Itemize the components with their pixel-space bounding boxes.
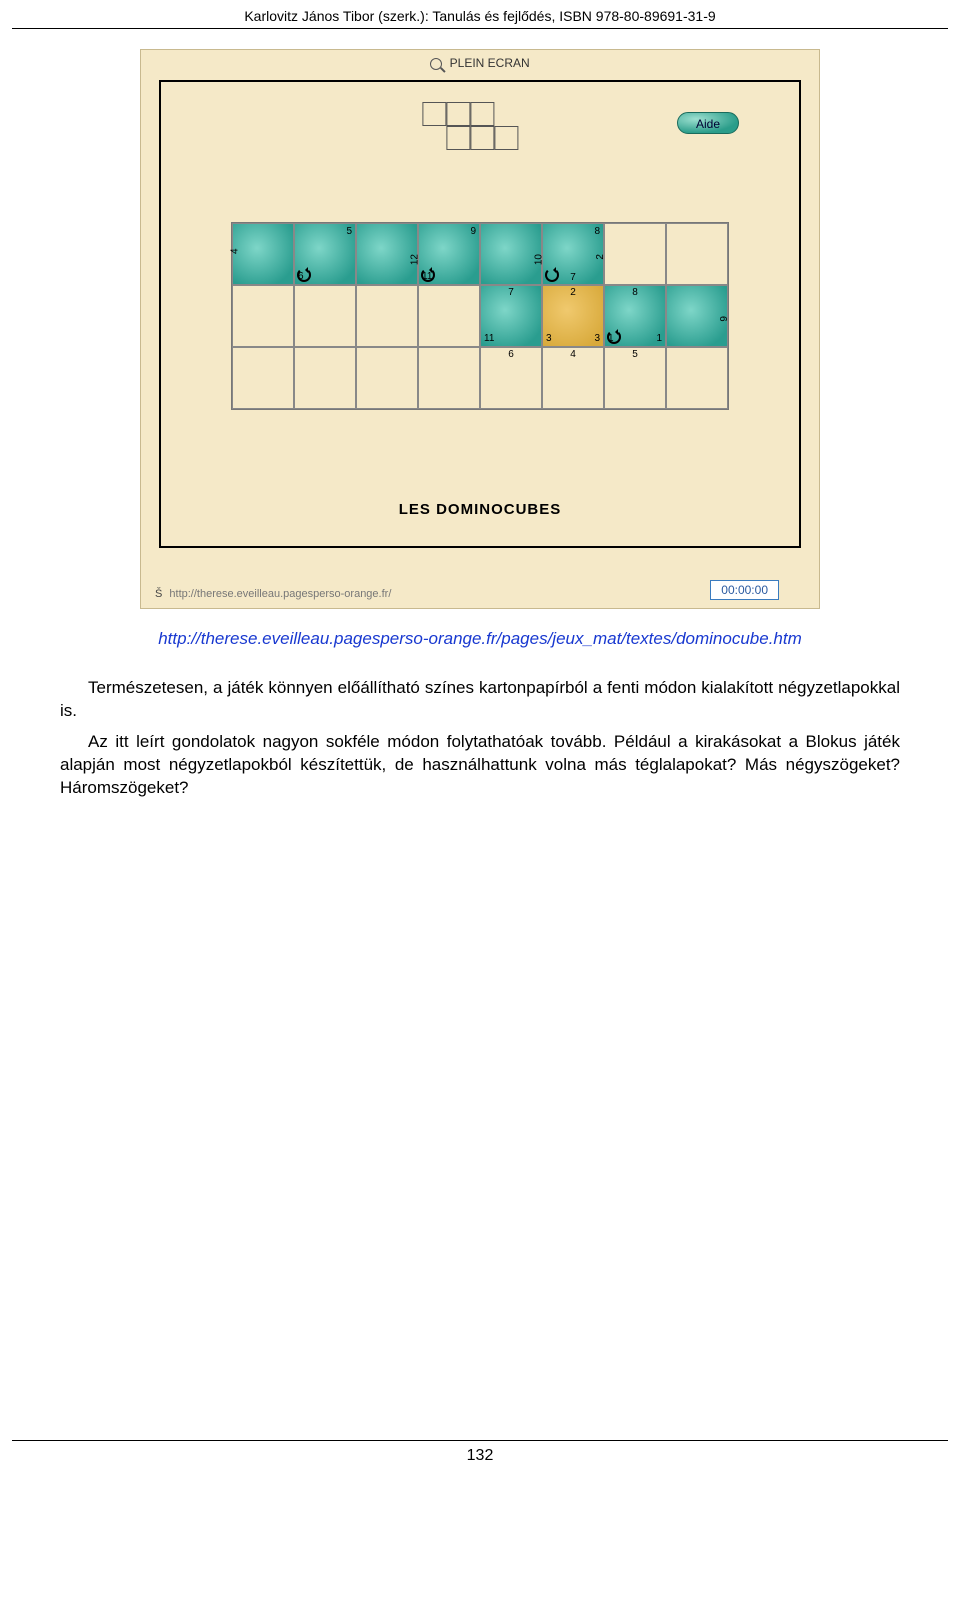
page-number: 132 xyxy=(467,1447,494,1464)
footer-url: http://therese.eveilleau.pagesperso-oran… xyxy=(169,588,391,600)
running-header: Karlovitz János Tibor (szerk.): Tanulás … xyxy=(12,0,948,29)
figure-footer: Š http://therese.eveilleau.pagesperso-or… xyxy=(155,588,391,600)
grid-cell: 7 11 xyxy=(480,285,542,347)
main-grid: 4 561291110 8 7 2 7 112 3 3 8 11 9 6 4 5 xyxy=(231,222,729,410)
grid-cell xyxy=(666,223,728,285)
grid-cell: 56 xyxy=(294,223,356,285)
cell-label: 9 xyxy=(720,316,731,322)
cell-label: 7 xyxy=(508,287,514,298)
grid-cell xyxy=(294,285,356,347)
sg-cell xyxy=(446,126,470,150)
cell-label: 6 xyxy=(508,349,514,360)
aide-button[interactable]: Aide xyxy=(677,112,739,134)
grid-cell: 872 xyxy=(542,223,604,285)
rotate-icon xyxy=(297,268,311,282)
rotate-icon xyxy=(607,330,621,344)
figure-caption-url: http://therese.eveilleau.pagesperso-oran… xyxy=(60,629,900,649)
paragraph: Az itt leírt gondolatok nagyon sokféle m… xyxy=(60,731,900,800)
sg-cell xyxy=(422,102,446,126)
grid-cell xyxy=(356,285,418,347)
board: Aide 4 561291110 8 7 2 7 112 3 3 8 11 9 6 4 5 LES DOMI… xyxy=(159,80,801,548)
grid-cell xyxy=(418,347,480,409)
paragraph: Természetesen, a játék könnyen előállíth… xyxy=(60,677,900,723)
grid-cell: 5 xyxy=(604,347,666,409)
cell-label: 3 xyxy=(546,333,552,344)
cell-label: 11 xyxy=(484,333,494,344)
cell-label: 8 xyxy=(594,226,600,237)
cell-label: 1 xyxy=(656,333,662,344)
grid-cell: 4 xyxy=(542,347,604,409)
topbar-label: PLEIN ECRAN xyxy=(450,56,530,70)
caron-icon: Š xyxy=(155,588,162,600)
small-grid xyxy=(422,102,518,150)
cell-label: 2 xyxy=(570,287,576,298)
grid-cell: 12 xyxy=(356,223,418,285)
figure: PLEIN ECRAN Aide xyxy=(140,49,820,609)
grid-cell xyxy=(666,347,728,409)
rotate-icon xyxy=(545,268,559,282)
figure-title: LES DOMINOCUBES xyxy=(161,501,799,518)
grid-cell xyxy=(356,347,418,409)
figure-wrap: PLEIN ECRAN Aide xyxy=(60,49,900,609)
cell-label: 7 xyxy=(570,272,576,283)
content-area: PLEIN ECRAN Aide xyxy=(0,29,960,800)
rotate-icon xyxy=(421,268,435,282)
timer-display: 00:00:00 xyxy=(710,580,779,600)
grid-cell xyxy=(232,285,294,347)
cell-label: 5 xyxy=(632,349,638,360)
sg-cell xyxy=(470,126,494,150)
aide-label: Aide xyxy=(696,117,720,131)
sg-cell xyxy=(470,102,494,126)
cell-label: 9 xyxy=(470,226,476,237)
grid-cell: 9 xyxy=(666,285,728,347)
cell-label: 4 xyxy=(570,349,576,360)
figure-topbar: PLEIN ECRAN xyxy=(141,56,819,70)
page-footer: 132 xyxy=(12,1440,948,1485)
magnifier-icon xyxy=(430,58,442,70)
cell-label: 3 xyxy=(594,333,600,344)
grid-cell: 911 xyxy=(418,223,480,285)
cell-label: 4 xyxy=(230,248,241,254)
grid-cell: 10 xyxy=(480,223,542,285)
grid-cell xyxy=(232,347,294,409)
sg-cell xyxy=(494,126,518,150)
grid-cell xyxy=(418,285,480,347)
cell-label: 8 xyxy=(632,287,638,298)
grid-cell: 6 xyxy=(480,347,542,409)
grid-cell xyxy=(604,223,666,285)
sg-cell xyxy=(446,102,470,126)
grid-cell: 811 xyxy=(604,285,666,347)
cell-label: 5 xyxy=(346,226,352,237)
grid-cell xyxy=(294,347,356,409)
grid-cell: 4 xyxy=(232,223,294,285)
grid-cell: 2 3 3 xyxy=(542,285,604,347)
header-text: Karlovitz János Tibor (szerk.): Tanulás … xyxy=(244,8,715,24)
